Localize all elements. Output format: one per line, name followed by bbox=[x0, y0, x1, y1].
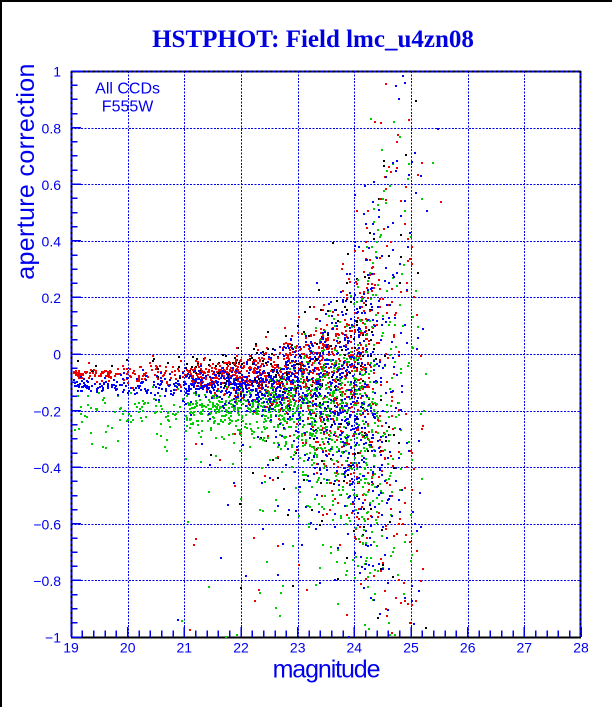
svg-text:27: 27 bbox=[517, 640, 533, 656]
svg-text:28: 28 bbox=[573, 640, 589, 656]
svg-text:−1: −1 bbox=[45, 630, 61, 646]
svg-text:0.6: 0.6 bbox=[42, 177, 62, 193]
svg-text:magnitude: magnitude bbox=[273, 656, 380, 684]
svg-text:−0.8: −0.8 bbox=[33, 573, 61, 589]
svg-text:24: 24 bbox=[347, 640, 363, 656]
svg-text:0: 0 bbox=[53, 347, 61, 363]
svg-text:0.2: 0.2 bbox=[42, 290, 62, 306]
svg-text:0.4: 0.4 bbox=[42, 234, 62, 250]
svg-text:F555W: F555W bbox=[102, 99, 154, 116]
svg-text:−0.6: −0.6 bbox=[33, 517, 61, 533]
svg-text:21: 21 bbox=[177, 640, 193, 656]
svg-text:aperture correction: aperture correction bbox=[12, 63, 40, 279]
svg-text:All CCDs: All CCDs bbox=[95, 81, 160, 98]
svg-text:1: 1 bbox=[53, 64, 61, 80]
svg-text:26: 26 bbox=[460, 640, 476, 656]
svg-text:−0.2: −0.2 bbox=[33, 403, 61, 419]
svg-text:19: 19 bbox=[63, 640, 79, 656]
svg-text:HSTPHOT: Field lmc_u4zn08: HSTPHOT: Field lmc_u4zn08 bbox=[152, 26, 474, 53]
svg-text:−0.4: −0.4 bbox=[33, 460, 61, 476]
svg-text:20: 20 bbox=[120, 640, 136, 656]
svg-text:25: 25 bbox=[403, 640, 419, 656]
svg-text:23: 23 bbox=[290, 640, 306, 656]
svg-text:22: 22 bbox=[233, 640, 249, 656]
svg-text:0.8: 0.8 bbox=[42, 120, 62, 136]
